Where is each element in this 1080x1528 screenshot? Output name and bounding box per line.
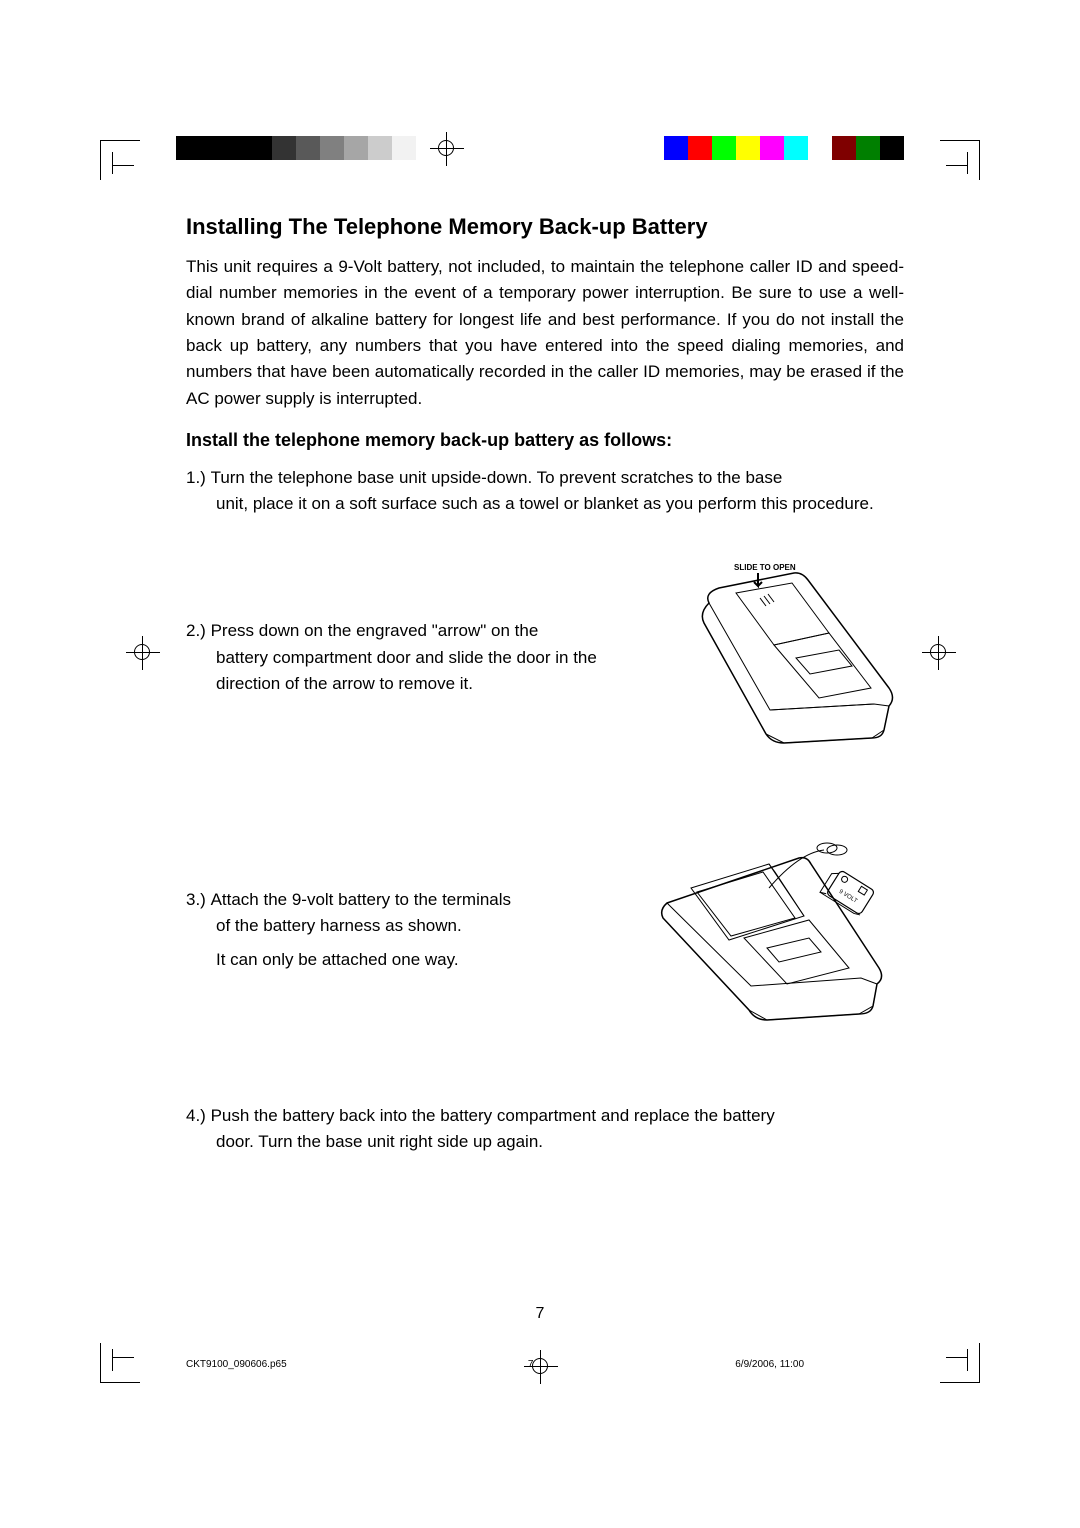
crop-mark-bl [100, 1343, 140, 1383]
crop-mark [112, 165, 134, 166]
page: Installing The Telephone Memory Back-up … [0, 0, 1080, 1528]
crop-mark [946, 1357, 968, 1358]
crop-mark-tr [940, 140, 980, 180]
content-area: Installing The Telephone Memory Back-up … [186, 214, 904, 1165]
step-2-text: 2.) Press down on the engraved "arrow" o… [186, 618, 674, 697]
slide-to-open-label: SLIDE TO OPEN [734, 563, 796, 572]
step-3-text: 3.) Attach the 9-volt battery to the ter… [186, 887, 649, 974]
crop-mark [112, 1357, 134, 1358]
sub-heading: Install the telephone memory back-up bat… [186, 430, 904, 451]
page-number: 7 [536, 1305, 545, 1323]
registration-mark-icon [908, 640, 968, 664]
print-footer: CKT9100_090606.p65 7 6/9/2006, 11:00 [186, 1359, 904, 1370]
illustration-slide-open: SLIDE TO OPEN [674, 558, 904, 758]
step-1-text: 1.) Turn the telephone base unit upside-… [186, 465, 886, 518]
crop-mark [967, 152, 968, 174]
registration-mark-icon [112, 640, 172, 664]
footer-filename: CKT9100_090606.p65 [186, 1359, 287, 1370]
crop-mark-tl [100, 140, 140, 180]
footer-page: 7 [528, 1359, 534, 1370]
intro-paragraph: This unit requires a 9-Volt battery, not… [186, 254, 904, 412]
footer-datetime: 6/9/2006, 11:00 [735, 1359, 904, 1370]
step-4-text: 4.) Push the battery back into the batte… [186, 1103, 787, 1156]
step-2: 2.) Press down on the engraved "arrow" o… [186, 558, 904, 758]
color-bar [664, 136, 904, 160]
step-3: 3.) Attach the 9-volt battery to the ter… [186, 828, 904, 1033]
print-registration-bar [176, 134, 904, 162]
illustration-attach-battery: 9 VOLT [649, 828, 904, 1033]
registration-mark-icon [416, 136, 476, 160]
grayscale-bar [176, 136, 416, 160]
main-heading: Installing The Telephone Memory Back-up … [186, 214, 904, 240]
step-4: 4.) Push the battery back into the batte… [186, 1103, 904, 1156]
crop-mark [967, 1349, 968, 1371]
step-1: 1.) Turn the telephone base unit upside-… [186, 465, 904, 518]
crop-mark-br [940, 1343, 980, 1383]
crop-mark [946, 165, 968, 166]
crop-mark [112, 152, 113, 174]
crop-mark [112, 1349, 113, 1371]
